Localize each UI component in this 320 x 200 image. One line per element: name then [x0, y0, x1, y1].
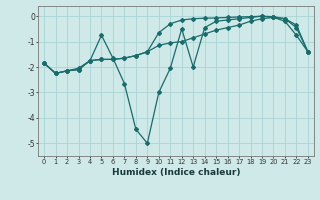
- X-axis label: Humidex (Indice chaleur): Humidex (Indice chaleur): [112, 168, 240, 177]
